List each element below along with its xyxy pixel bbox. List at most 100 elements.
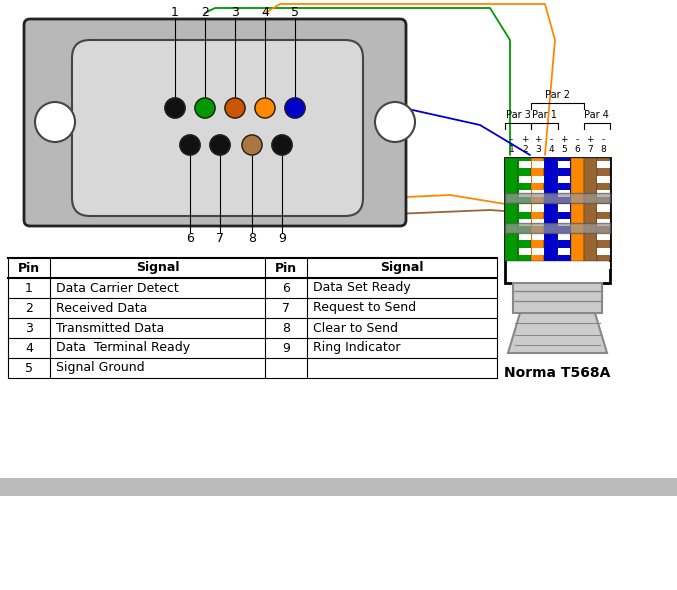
Text: +: + bbox=[534, 136, 542, 145]
Text: 5: 5 bbox=[25, 362, 33, 375]
Bar bbox=[531, 262, 544, 269]
Bar bbox=[531, 248, 544, 255]
Bar bbox=[558, 176, 570, 183]
Bar bbox=[519, 204, 531, 212]
Text: 5: 5 bbox=[291, 6, 299, 19]
Text: -: - bbox=[510, 136, 513, 145]
Bar bbox=[519, 248, 531, 255]
Text: -: - bbox=[549, 136, 552, 145]
Text: +: + bbox=[586, 136, 594, 145]
Text: Ring Indicator: Ring Indicator bbox=[313, 342, 401, 355]
Text: 4: 4 bbox=[25, 342, 33, 355]
Text: Norma T568A: Norma T568A bbox=[504, 366, 611, 380]
Bar bbox=[558, 262, 570, 269]
Circle shape bbox=[375, 102, 415, 142]
Text: 3: 3 bbox=[25, 322, 33, 335]
Bar bbox=[558, 248, 570, 255]
Text: 9: 9 bbox=[278, 231, 286, 244]
Bar bbox=[519, 233, 531, 240]
Bar bbox=[597, 204, 609, 212]
Text: 8: 8 bbox=[282, 322, 290, 335]
Text: Clear to Send: Clear to Send bbox=[313, 322, 398, 335]
Text: 6: 6 bbox=[574, 146, 580, 155]
Text: 1: 1 bbox=[508, 146, 515, 155]
FancyBboxPatch shape bbox=[72, 40, 363, 216]
Bar bbox=[597, 176, 609, 183]
Text: 6: 6 bbox=[282, 281, 290, 294]
Bar bbox=[597, 190, 609, 197]
Bar bbox=[557, 158, 571, 261]
Bar bbox=[531, 176, 544, 183]
Circle shape bbox=[272, 135, 292, 155]
Bar bbox=[519, 161, 531, 168]
Bar bbox=[531, 233, 544, 240]
Text: Pin: Pin bbox=[18, 261, 40, 274]
Text: -: - bbox=[575, 136, 579, 145]
Bar bbox=[597, 233, 609, 240]
Bar bbox=[519, 190, 531, 197]
Text: Par 2: Par 2 bbox=[545, 90, 570, 100]
Text: 7: 7 bbox=[282, 301, 290, 314]
Text: Transmitted Data: Transmitted Data bbox=[56, 322, 165, 335]
Text: Data Set Ready: Data Set Ready bbox=[313, 281, 411, 294]
Circle shape bbox=[285, 98, 305, 118]
Bar bbox=[597, 248, 609, 255]
Bar bbox=[531, 204, 544, 212]
Bar bbox=[571, 158, 584, 261]
Circle shape bbox=[255, 98, 275, 118]
Bar bbox=[597, 262, 609, 269]
Polygon shape bbox=[508, 313, 607, 353]
Text: 1: 1 bbox=[171, 6, 179, 19]
Text: Signal: Signal bbox=[380, 261, 424, 274]
Circle shape bbox=[210, 135, 230, 155]
Text: Par 1: Par 1 bbox=[532, 110, 556, 120]
Bar bbox=[519, 219, 531, 226]
Text: 6: 6 bbox=[186, 231, 194, 244]
Bar bbox=[531, 158, 544, 261]
Bar bbox=[505, 158, 610, 283]
Bar bbox=[505, 193, 610, 203]
Text: Signal Ground: Signal Ground bbox=[56, 362, 145, 375]
Bar bbox=[597, 158, 610, 261]
Text: 7: 7 bbox=[588, 146, 593, 155]
Bar bbox=[558, 219, 570, 226]
FancyBboxPatch shape bbox=[24, 19, 406, 226]
Text: Data Carrier Detect: Data Carrier Detect bbox=[56, 281, 179, 294]
Bar bbox=[558, 161, 570, 168]
Text: +: + bbox=[561, 136, 568, 145]
Text: 2: 2 bbox=[522, 146, 527, 155]
Bar bbox=[531, 219, 544, 226]
Circle shape bbox=[35, 102, 75, 142]
Bar bbox=[505, 158, 518, 261]
Circle shape bbox=[165, 98, 185, 118]
Bar bbox=[558, 233, 570, 240]
Bar bbox=[584, 158, 597, 261]
Text: Par 4: Par 4 bbox=[584, 110, 609, 120]
Circle shape bbox=[225, 98, 245, 118]
Text: 4: 4 bbox=[261, 6, 269, 19]
Text: 1: 1 bbox=[25, 281, 33, 294]
Text: Data  Terminal Ready: Data Terminal Ready bbox=[56, 342, 190, 355]
Text: +: + bbox=[521, 136, 529, 145]
Bar bbox=[513, 283, 602, 313]
Text: Received Data: Received Data bbox=[56, 301, 148, 314]
Bar bbox=[597, 161, 609, 168]
Bar bbox=[519, 176, 531, 183]
Text: 3: 3 bbox=[231, 6, 239, 19]
Text: 2: 2 bbox=[201, 6, 209, 19]
Text: Par 3: Par 3 bbox=[506, 110, 531, 120]
Circle shape bbox=[242, 135, 262, 155]
Circle shape bbox=[180, 135, 200, 155]
Text: 2: 2 bbox=[25, 301, 33, 314]
Text: 3: 3 bbox=[535, 146, 541, 155]
Text: 9: 9 bbox=[282, 342, 290, 355]
Text: Pin: Pin bbox=[275, 261, 297, 274]
Bar bbox=[0, 478, 677, 496]
Text: Request to Send: Request to Send bbox=[313, 301, 416, 314]
Bar bbox=[519, 262, 531, 269]
Text: 8: 8 bbox=[248, 231, 256, 244]
Text: Signal: Signal bbox=[136, 261, 179, 274]
Text: 5: 5 bbox=[561, 146, 567, 155]
Bar bbox=[518, 158, 531, 261]
Bar bbox=[531, 161, 544, 168]
